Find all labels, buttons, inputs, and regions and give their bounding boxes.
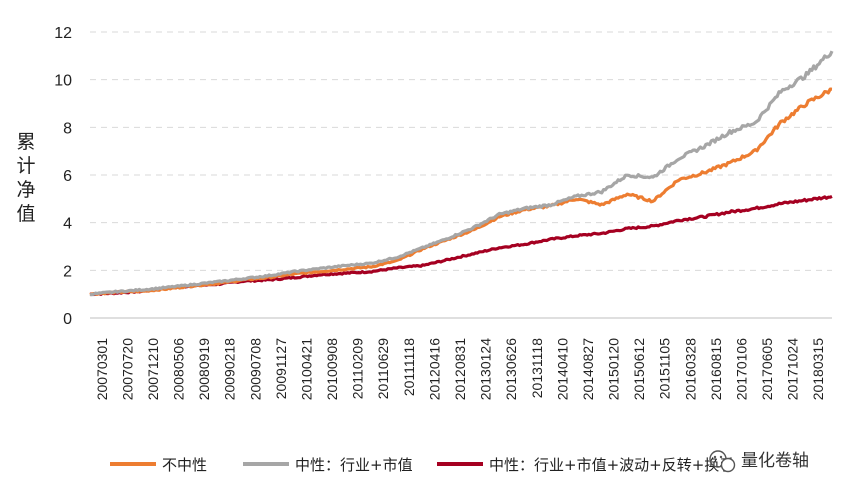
x-tick-label: 20110209 <box>350 338 366 399</box>
watermark-text: 量化卷轴 <box>741 451 809 471</box>
x-tick-label: 20091127 <box>273 338 289 399</box>
x-tick-label: 20150120 <box>606 338 622 401</box>
y-tick-label: 4 <box>63 216 72 233</box>
x-tick-label: 20170605 <box>759 338 775 401</box>
gridlines <box>90 31 832 271</box>
x-tick-label: 20070720 <box>119 338 135 401</box>
y-tick-label: 8 <box>63 120 72 137</box>
y-tick-label: 2 <box>63 263 72 280</box>
x-tick-label: 20160815 <box>708 338 724 401</box>
y-tick-label: 10 <box>54 73 72 90</box>
x-tick-label: 20120416 <box>426 338 442 401</box>
x-tick-label: 20100421 <box>298 338 314 401</box>
y-axis-label-char: 计 <box>16 155 35 177</box>
series-line <box>89 87 833 297</box>
x-tick-label: 20130124 <box>478 338 494 401</box>
x-tick-label: 20111118 <box>401 338 417 396</box>
x-tick-label: 20100908 <box>324 338 340 401</box>
y-tick-label: 0 <box>63 311 72 328</box>
legend-label: 中性：行业+市值+波动+反转+换手 <box>489 456 734 474</box>
y-axis-label-char: 值 <box>16 203 35 225</box>
x-tick-label: 20180315 <box>810 338 826 401</box>
wechat-icon <box>709 450 736 473</box>
x-tick-label: 20090708 <box>247 338 263 401</box>
x-tick-label: 20090218 <box>222 338 238 401</box>
y-tick-label: 6 <box>63 168 72 185</box>
series-line <box>89 50 834 297</box>
x-tick-label: 20130626 <box>503 338 519 401</box>
x-tick-label: 20160328 <box>682 338 698 401</box>
x-tick-label: 20120831 <box>452 338 468 401</box>
x-tick-label: 20151105 <box>657 338 673 399</box>
legend-label: 中性：行业+市值 <box>295 456 413 474</box>
y-axis-label-char: 净 <box>16 179 35 201</box>
watermark: 量化卷轴 <box>709 450 809 473</box>
series-line <box>89 194 833 297</box>
x-tick-label: 20070301 <box>94 338 110 401</box>
y-axis-ticks: 0 2 4 6 8 10 12 <box>54 25 72 328</box>
x-tick-label: 20110629 <box>375 338 391 399</box>
series-lines <box>89 50 834 297</box>
x-tick-label: 20170106 <box>733 338 749 401</box>
y-axis-label-char: 累 <box>16 131 35 153</box>
legend: 不中性 中性：行业+市值 中性：行业+市值+波动+反转+换手 <box>110 456 734 474</box>
x-tick-label: 20071210 <box>145 338 161 401</box>
x-tick-label: 20140410 <box>554 338 570 401</box>
x-tick-label: 20140827 <box>580 338 596 401</box>
x-tick-label: 20080919 <box>196 338 212 401</box>
x-tick-label: 20171024 <box>785 338 801 401</box>
x-tick-label: 20150612 <box>631 338 647 401</box>
y-tick-label: 12 <box>54 25 72 42</box>
x-tick-label: 20131118 <box>529 338 545 398</box>
x-axis-ticks: 20070301 20070720 20071210 20080506 20080919… <box>94 338 826 401</box>
legend-label: 不中性 <box>162 456 207 474</box>
x-tick-label: 20080506 <box>171 338 187 401</box>
